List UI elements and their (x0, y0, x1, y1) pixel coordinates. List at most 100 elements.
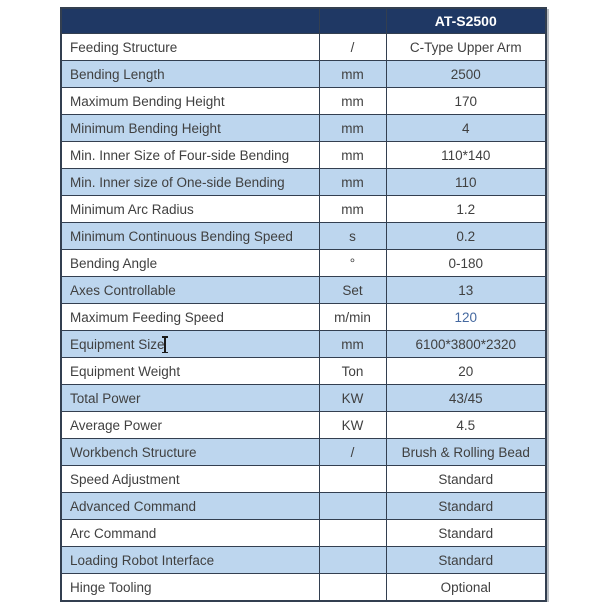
spec-value-cell: 20 (385, 357, 547, 385)
spec-value: Optional (440, 579, 491, 595)
table-row: Maximum Feeding Speed m/min 120 (60, 303, 547, 331)
spec-unit-cell: Set (318, 276, 387, 304)
spec-label: Total Power (70, 390, 141, 406)
spec-label: Feeding Structure (70, 39, 178, 55)
table-row: Workbench Structure / Brush & Rolling Be… (60, 438, 547, 466)
spec-unit-cell: mm (318, 330, 387, 358)
spec-unit: mm (341, 93, 364, 109)
spec-value: Brush & Rolling Bead (401, 444, 530, 460)
spec-unit-cell (318, 519, 387, 547)
spec-label-cell: Min. Inner size of One-side Bending (60, 168, 320, 196)
spec-label-cell: Total Power (60, 384, 320, 412)
spec-value-cell: 170 (385, 87, 547, 115)
table-row: Arc Command Standard (60, 519, 547, 547)
spec-unit-cell: m/min (318, 303, 387, 331)
spec-label: Hinge Tooling (70, 579, 152, 595)
spec-label-cell: Min. Inner Size of Four-side Bending (60, 141, 320, 169)
spec-value: Standard (438, 525, 494, 541)
spec-label-cell: Minimum Continuous Bending Speed (60, 222, 320, 250)
spec-unit: ° (349, 255, 356, 271)
spec-label: Advanced Command (70, 498, 197, 514)
spec-unit: KW (341, 417, 364, 433)
header-unit-cell (318, 7, 387, 34)
spec-unit: mm (341, 147, 364, 163)
spec-unit-cell: mm (318, 195, 387, 223)
spec-label-cell: Advanced Command (60, 492, 320, 520)
spec-unit: Ton (341, 363, 364, 379)
spec-unit: mm (341, 174, 364, 190)
spec-value: 120 (454, 309, 478, 325)
spec-value: 0-180 (448, 255, 484, 271)
spec-value-cell: 13 (385, 276, 547, 304)
table-row: Total Power KW 43/45 (60, 384, 547, 412)
spec-label: Bending Length (70, 66, 165, 82)
spec-unit-cell: mm (318, 141, 387, 169)
spec-value: 1.2 (456, 201, 476, 217)
spec-value: 4.5 (456, 417, 476, 433)
table-row: Feeding Structure / C-Type Upper Arm (60, 33, 547, 61)
spec-unit-cell: ° (318, 249, 387, 277)
spec-value-cell: Optional (385, 573, 547, 602)
table-row: Hinge Tooling Optional (60, 573, 547, 602)
spec-label: Maximum Feeding Speed (70, 309, 224, 325)
spec-unit-cell (318, 492, 387, 520)
spec-value: 6100*3800*2320 (415, 336, 517, 352)
table-row: Equipment Weight Ton 20 (60, 357, 547, 385)
spec-label: Min. Inner size of One-side Bending (70, 174, 285, 190)
spec-unit-cell (318, 465, 387, 493)
spec-value: 110*140 (441, 147, 491, 163)
spec-value: Standard (438, 471, 494, 487)
spec-value-cell: Standard (385, 492, 547, 520)
spec-label-cell: Hinge Tooling (60, 573, 320, 602)
spec-value-cell: 6100*3800*2320 (385, 330, 547, 358)
table-row: Axes Controllable Set 13 (60, 276, 547, 304)
spec-unit-cell: KW (318, 384, 387, 412)
spec-label-cell: Feeding Structure (60, 33, 320, 61)
spec-value-cell: 1.2 (385, 195, 547, 223)
spec-label: Minimum Arc Radius (70, 201, 194, 217)
spec-label-cell: Bending Length (60, 60, 320, 88)
spec-label-cell: Minimum Arc Radius (60, 195, 320, 223)
table-row: Min. Inner size of One-side Bending mm 1… (60, 168, 547, 196)
spec-unit: Set (342, 282, 363, 298)
spec-unit: / (350, 444, 355, 460)
spec-label-cell: Average Power (60, 411, 320, 439)
header-row: AT-S2500 (60, 7, 547, 34)
table-row: Speed Adjustment Standard (60, 465, 547, 493)
spec-value: 4 (461, 120, 470, 136)
spec-value: C-Type Upper Arm (409, 39, 522, 55)
table-row: Advanced Command Standard (60, 492, 547, 520)
spec-value: 170 (454, 93, 478, 109)
spec-label-cell: Arc Command (60, 519, 320, 547)
spec-value-cell: Brush & Rolling Bead (385, 438, 547, 466)
spec-value: 20 (458, 363, 474, 379)
spec-label-cell: Workbench Structure (60, 438, 320, 466)
spec-value: 13 (458, 282, 474, 298)
spec-label-cell: Minimum Bending Height (60, 114, 320, 142)
spec-unit-cell: mm (318, 60, 387, 88)
spec-unit-cell (318, 573, 387, 602)
spec-unit: mm (341, 66, 364, 82)
spec-unit: KW (341, 390, 364, 406)
spec-unit: s (349, 228, 356, 244)
spec-label: Axes Controllable (70, 282, 176, 298)
spec-label: Minimum Continuous Bending Speed (70, 228, 293, 244)
spec-label: Minimum Bending Height (70, 120, 221, 136)
spec-value-cell: 4 (385, 114, 547, 142)
spec-label: Arc Command (70, 525, 157, 541)
spec-value: Standard (438, 552, 494, 568)
spec-unit-cell: s (318, 222, 387, 250)
spec-value: 2500 (450, 66, 481, 82)
table-row: Maximum Bending Height mm 170 (60, 87, 547, 115)
spec-unit-cell: mm (318, 168, 387, 196)
spec-label-cell: Equipment Size (60, 330, 320, 358)
spec-unit-cell: Ton (318, 357, 387, 385)
table-row: Equipment Size mm 6100*3800*2320 (60, 330, 547, 358)
spec-label-cell: Axes Controllable (60, 276, 320, 304)
spec-value-cell: 120 (385, 303, 547, 331)
spec-label-cell: Bending Angle (60, 249, 320, 277)
spec-label: Bending Angle (70, 255, 158, 271)
spec-label: Maximum Bending Height (70, 93, 225, 109)
spec-unit: mm (341, 120, 364, 136)
spec-label: Loading Robot Interface (70, 552, 215, 568)
